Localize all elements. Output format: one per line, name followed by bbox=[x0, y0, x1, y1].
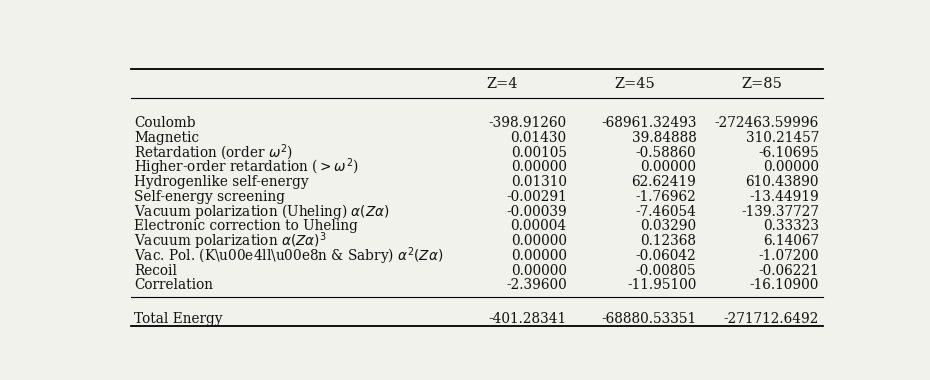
Text: Electronic correction to Uheling: Electronic correction to Uheling bbox=[134, 219, 358, 233]
Text: -11.95100: -11.95100 bbox=[627, 279, 697, 292]
Text: -398.91260: -398.91260 bbox=[488, 116, 566, 130]
Text: Total Energy: Total Energy bbox=[134, 312, 223, 326]
Text: -2.39600: -2.39600 bbox=[506, 279, 566, 292]
Text: 0.00105: 0.00105 bbox=[511, 146, 566, 160]
Text: -68880.53351: -68880.53351 bbox=[602, 312, 697, 326]
Text: 0.00000: 0.00000 bbox=[511, 234, 566, 248]
Text: 0.33323: 0.33323 bbox=[763, 219, 819, 233]
Text: -0.06042: -0.06042 bbox=[636, 249, 697, 263]
Text: Vacuum polarization $\alpha(Z\alpha)^3$: Vacuum polarization $\alpha(Z\alpha)^3$ bbox=[134, 230, 327, 252]
Text: -7.46054: -7.46054 bbox=[635, 205, 697, 218]
Text: -1.07200: -1.07200 bbox=[758, 249, 819, 263]
Text: Vac. Pol. (K\u00e4ll\u00e8n & Sabry) $\alpha^2(Z\alpha)$: Vac. Pol. (K\u00e4ll\u00e8n & Sabry) $\a… bbox=[134, 245, 444, 267]
Text: -13.44919: -13.44919 bbox=[750, 190, 819, 204]
Text: Z=85: Z=85 bbox=[741, 77, 782, 91]
Text: -401.28341: -401.28341 bbox=[488, 312, 566, 326]
Text: -1.76962: -1.76962 bbox=[636, 190, 697, 204]
Text: 0.00004: 0.00004 bbox=[511, 219, 566, 233]
Text: Correlation: Correlation bbox=[134, 279, 213, 292]
Text: -139.37727: -139.37727 bbox=[741, 205, 819, 218]
Text: -272463.59996: -272463.59996 bbox=[715, 116, 819, 130]
Text: 610.43890: 610.43890 bbox=[746, 175, 819, 189]
Text: -68961.32493: -68961.32493 bbox=[601, 116, 697, 130]
Text: Retardation (order $\omega^2$): Retardation (order $\omega^2$) bbox=[134, 142, 293, 163]
Text: Recoil: Recoil bbox=[134, 264, 178, 278]
Text: Vacuum polarization (Uheling) $\alpha(Z\alpha)$: Vacuum polarization (Uheling) $\alpha(Z\… bbox=[134, 202, 390, 221]
Text: 0.01310: 0.01310 bbox=[511, 175, 566, 189]
Text: -0.06221: -0.06221 bbox=[758, 264, 819, 278]
Text: 0.00000: 0.00000 bbox=[511, 160, 566, 174]
Text: 0.03290: 0.03290 bbox=[641, 219, 697, 233]
Text: Z=4: Z=4 bbox=[486, 77, 518, 91]
Text: 0.12368: 0.12368 bbox=[641, 234, 697, 248]
Text: 0.00000: 0.00000 bbox=[641, 160, 697, 174]
Text: -6.10695: -6.10695 bbox=[758, 146, 819, 160]
Text: -0.00291: -0.00291 bbox=[506, 190, 566, 204]
Text: Self-energy screening: Self-energy screening bbox=[134, 190, 286, 204]
Text: 0.00000: 0.00000 bbox=[511, 264, 566, 278]
Text: 0.00000: 0.00000 bbox=[763, 160, 819, 174]
Text: Coulomb: Coulomb bbox=[134, 116, 196, 130]
Text: -0.58860: -0.58860 bbox=[636, 146, 697, 160]
Text: Magnetic: Magnetic bbox=[134, 131, 199, 145]
Text: 310.21457: 310.21457 bbox=[746, 131, 819, 145]
Text: -16.10900: -16.10900 bbox=[750, 279, 819, 292]
Text: -0.00805: -0.00805 bbox=[636, 264, 697, 278]
Text: -271712.6492: -271712.6492 bbox=[724, 312, 819, 326]
Text: 6.14067: 6.14067 bbox=[763, 234, 819, 248]
Text: -0.00039: -0.00039 bbox=[506, 205, 566, 218]
Text: 39.84888: 39.84888 bbox=[631, 131, 697, 145]
Text: 0.00000: 0.00000 bbox=[511, 249, 566, 263]
Text: Higher-order retardation ($> \omega^2$): Higher-order retardation ($> \omega^2$) bbox=[134, 157, 359, 178]
Text: 62.62419: 62.62419 bbox=[631, 175, 697, 189]
Text: Hydrogenlike self-energy: Hydrogenlike self-energy bbox=[134, 175, 309, 189]
Text: Z=45: Z=45 bbox=[615, 77, 656, 91]
Text: 0.01430: 0.01430 bbox=[511, 131, 566, 145]
